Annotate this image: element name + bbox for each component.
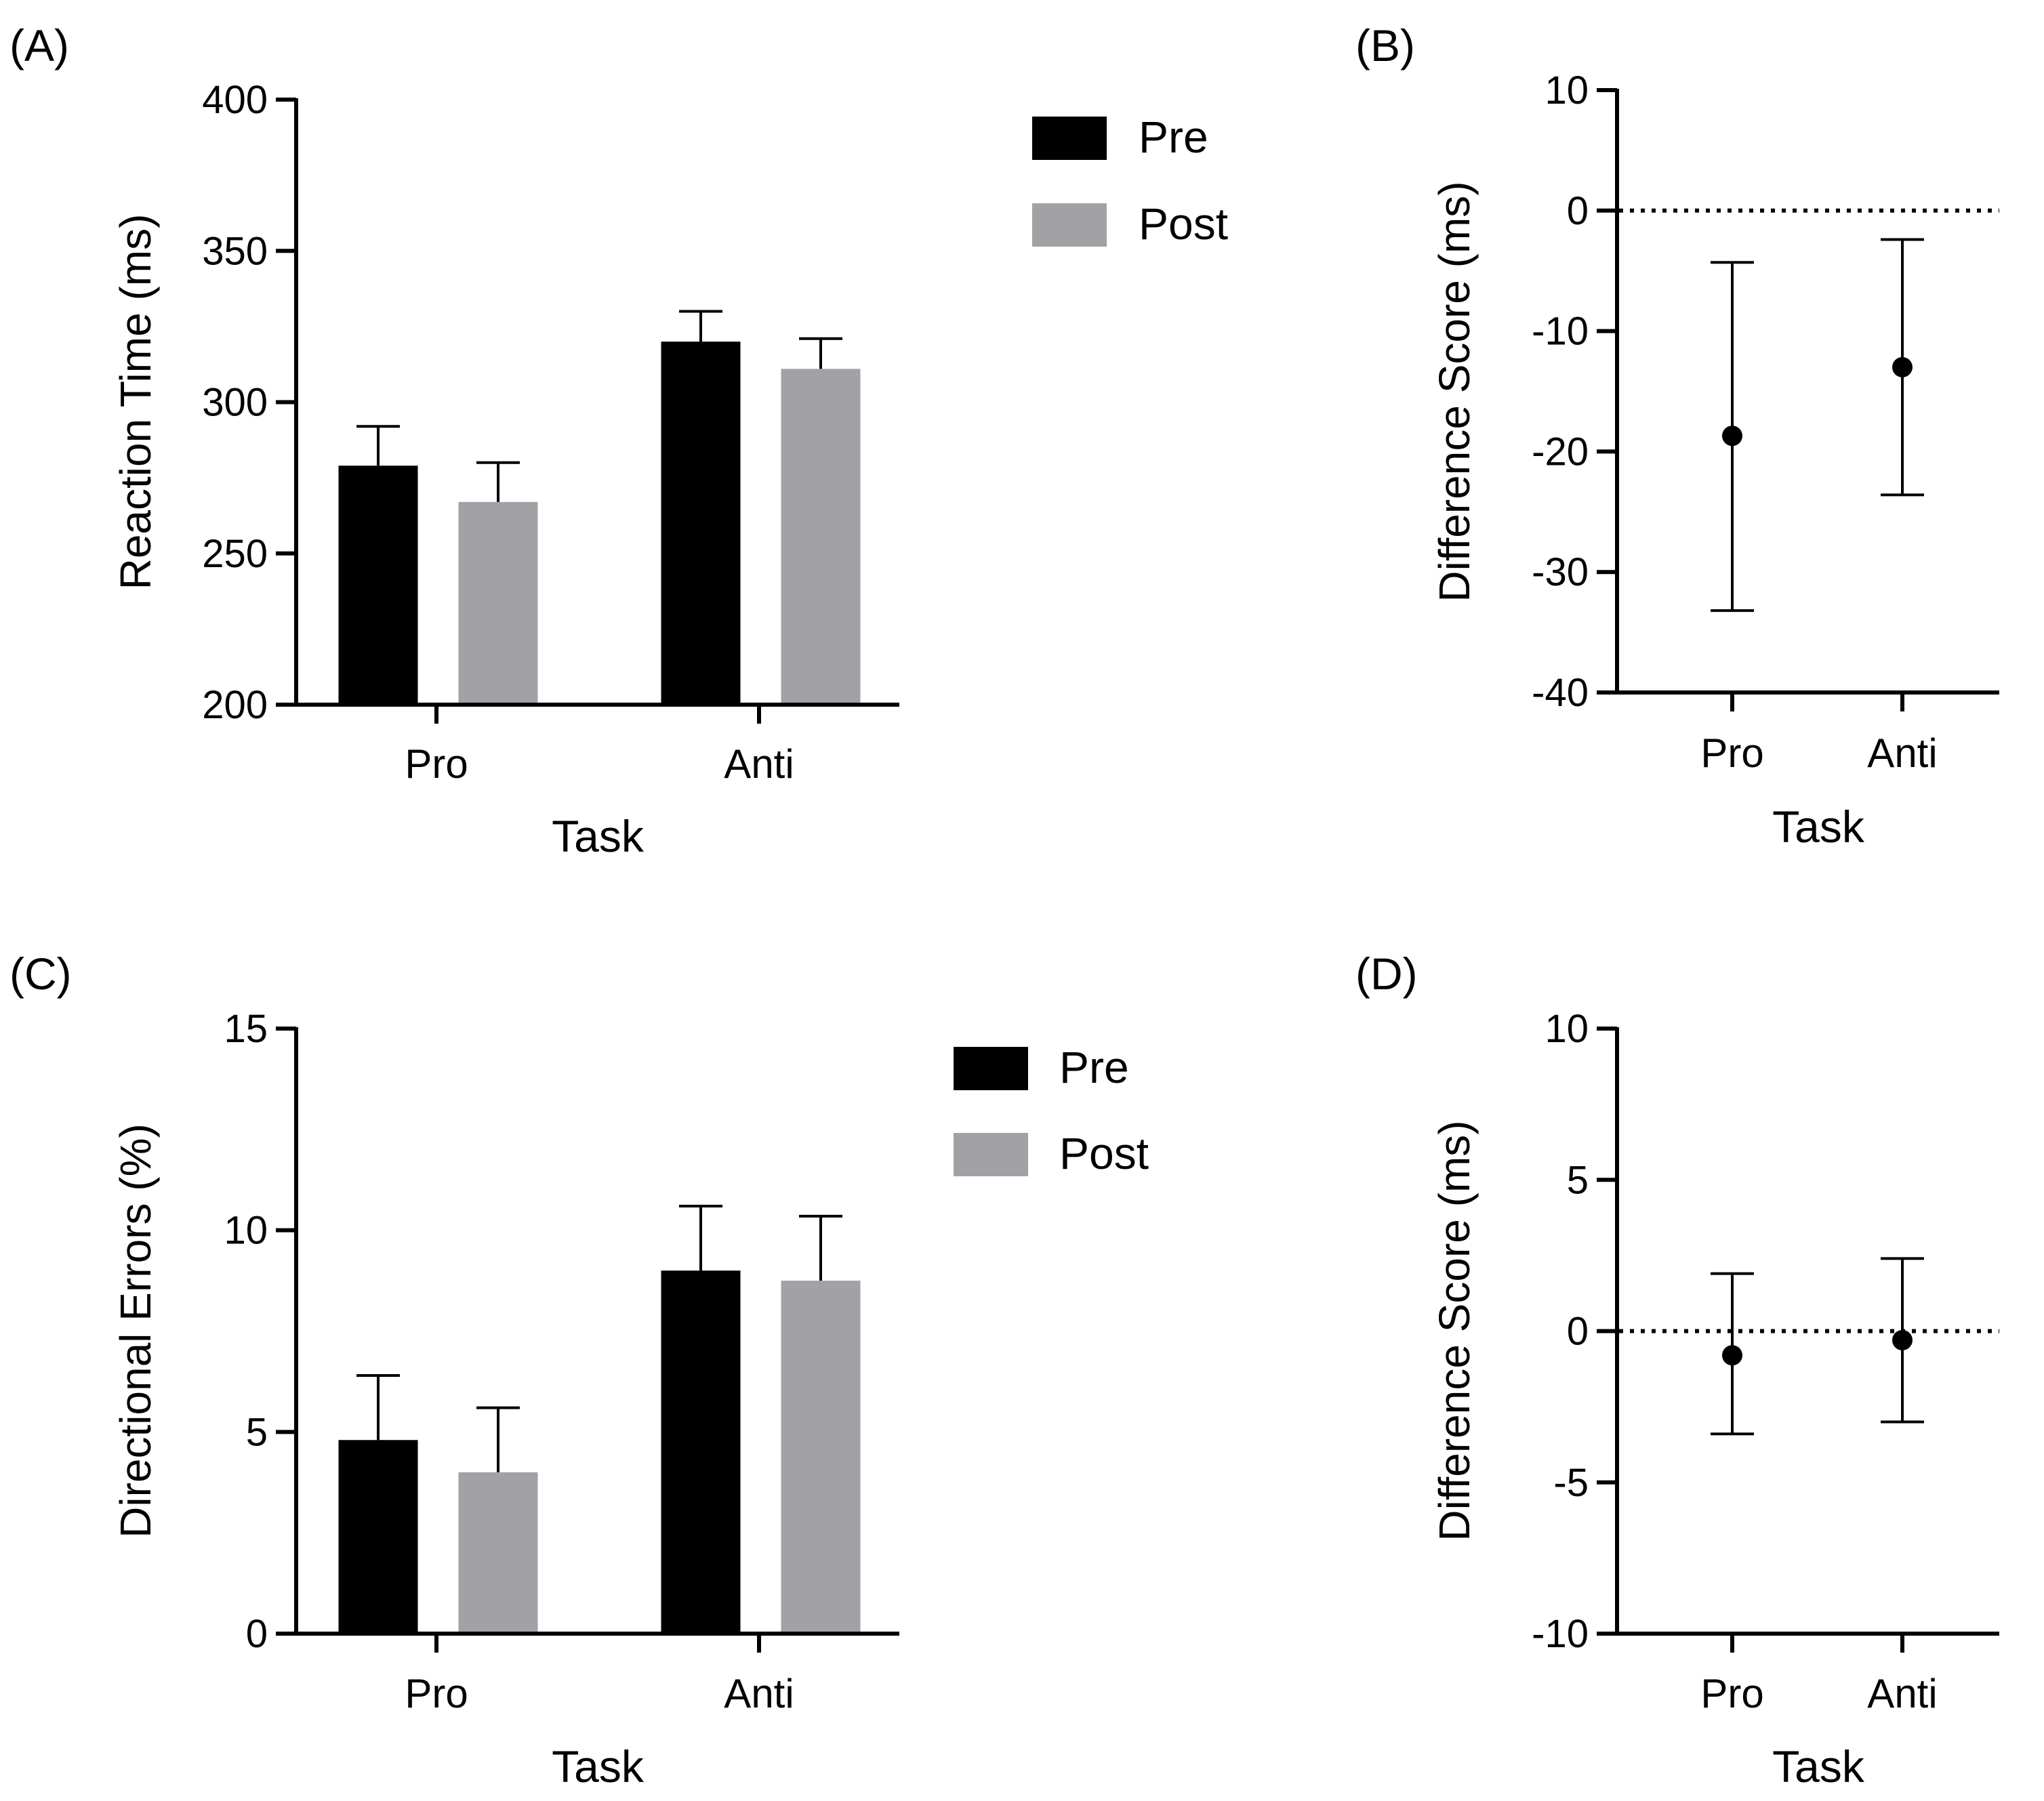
x-axis-title: Task xyxy=(552,811,645,861)
x-tick-label: Pro xyxy=(405,741,468,787)
legend-label-post: Post xyxy=(1139,199,1228,249)
bar-pre-anti xyxy=(661,341,741,703)
bar-pre-pro xyxy=(338,1440,418,1632)
panel-label: (A) xyxy=(9,20,69,70)
y-tick-label: -20 xyxy=(1532,430,1589,474)
y-tick-label: 5 xyxy=(1567,1158,1589,1202)
bar-post-pro xyxy=(458,1472,538,1632)
y-tick-label: 350 xyxy=(202,229,268,273)
y-tick-label: -10 xyxy=(1532,310,1589,354)
y-axis-title: Directional Errors (%) xyxy=(111,1123,160,1538)
bar-post-anti xyxy=(781,369,861,703)
legend-swatch-post xyxy=(954,1133,1028,1176)
panel-a: (A) 200 250 300 350 400 Pro Anti Task Reaction Ti… xyxy=(9,20,1228,861)
x-tick-label: Pro xyxy=(405,1671,468,1716)
legend-label-pre: Pre xyxy=(1139,112,1208,162)
legend-label-pre: Pre xyxy=(1059,1042,1129,1092)
bar-pre-pro xyxy=(338,465,418,703)
x-axis-title: Task xyxy=(1772,802,1865,852)
x-tick-label: Pro xyxy=(1700,730,1763,776)
bar-post-pro xyxy=(458,501,538,703)
y-tick-label: 0 xyxy=(1567,189,1589,233)
y-tick-label: 200 xyxy=(202,683,268,727)
point-pro xyxy=(1722,1345,1742,1366)
legend-swatch-pre xyxy=(954,1047,1028,1090)
point-anti xyxy=(1892,356,1913,377)
y-tick-label: 250 xyxy=(202,532,268,576)
y-tick-label: 15 xyxy=(224,1007,268,1051)
y-tick-label: 300 xyxy=(202,381,268,425)
x-tick-label: Anti xyxy=(724,1671,794,1716)
panel-label: (D) xyxy=(1355,949,1418,999)
point-anti xyxy=(1892,1329,1913,1350)
y-tick-label: 400 xyxy=(202,78,268,122)
x-axis-title: Task xyxy=(1772,1741,1865,1792)
y-axis-title: Reaction Time (ms) xyxy=(111,214,160,590)
legend: Pre Post xyxy=(1032,112,1228,249)
y-tick-label: 10 xyxy=(224,1209,268,1253)
y-tick-label: 10 xyxy=(1545,68,1589,112)
x-tick-label: Anti xyxy=(1867,1671,1937,1716)
panel-label: (B) xyxy=(1355,20,1415,70)
bar-pre-anti xyxy=(661,1270,741,1632)
y-tick-label: 10 xyxy=(1545,1007,1589,1051)
y-tick-label: -30 xyxy=(1532,550,1589,594)
legend: Pre Post xyxy=(954,1042,1149,1178)
x-axis-title: Task xyxy=(552,1741,645,1792)
bar-post-anti xyxy=(781,1281,861,1632)
legend-swatch-pre xyxy=(1032,117,1107,160)
y-axis-title: Difference Score (ms) xyxy=(1430,1120,1479,1541)
panel-label: (C) xyxy=(9,949,72,999)
point-pro xyxy=(1722,426,1742,447)
y-tick-label: 0 xyxy=(1567,1310,1589,1354)
x-tick-label: Pro xyxy=(1700,1671,1763,1716)
x-tick-label: Anti xyxy=(1867,730,1937,776)
legend-label-post: Post xyxy=(1059,1128,1149,1178)
y-tick-label: -5 xyxy=(1553,1461,1589,1505)
legend-swatch-post xyxy=(1032,203,1107,247)
y-tick-label: 5 xyxy=(246,1410,268,1454)
y-tick-label: -10 xyxy=(1532,1612,1589,1656)
y-axis-title: Difference Score (ms) xyxy=(1430,181,1479,602)
y-tick-label: 0 xyxy=(246,1612,268,1656)
x-tick-label: Anti xyxy=(724,741,794,787)
panel-c: (C) 0 5 10 15 Pro Anti Task Directional Errors (… xyxy=(9,949,1149,1792)
y-tick-label: -40 xyxy=(1532,671,1589,715)
